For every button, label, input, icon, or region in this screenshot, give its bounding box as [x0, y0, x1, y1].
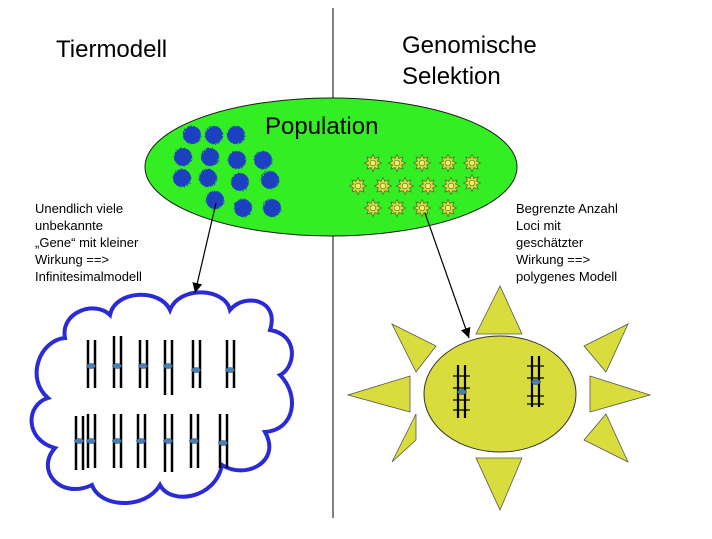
- chromosome-pair: [218, 414, 229, 468]
- sun-ray: [583, 323, 629, 373]
- locus-star: [363, 198, 383, 218]
- gene-marker: [163, 363, 173, 369]
- locus-star: [387, 198, 407, 218]
- chromosome-pair: [138, 340, 149, 388]
- locus-star-center: [393, 159, 401, 167]
- right-description: Begrenzte Anzahl Loci mit geschätzter Wi…: [516, 201, 618, 284]
- gene-blob: [183, 126, 201, 144]
- chromosome-pair: [86, 340, 97, 388]
- locus-star-center: [369, 204, 377, 212]
- sun-ray: [391, 413, 417, 463]
- gene-blob: [227, 126, 245, 144]
- locus-star-center: [424, 182, 432, 190]
- loci-stars-group: [348, 153, 482, 218]
- locus-star-center: [418, 159, 426, 167]
- locus-star-center: [418, 204, 426, 212]
- sun-ray: [475, 285, 523, 335]
- locus-star-center: [444, 159, 452, 167]
- sun-rays-group: [346, 285, 652, 511]
- gene-blob: [174, 148, 192, 166]
- locus-star-center: [468, 159, 476, 167]
- locus-star: [412, 153, 432, 173]
- locus-star: [395, 176, 415, 196]
- chromosome-pair: [112, 336, 123, 388]
- locus-star: [412, 198, 432, 218]
- gene-marker: [457, 389, 467, 395]
- chromosome-pair: [225, 340, 236, 388]
- chromosome-pair: [189, 414, 200, 468]
- arrow-to-cloud: [192, 202, 217, 294]
- gene-blob: [231, 173, 249, 191]
- locus-star-center: [447, 182, 455, 190]
- locus-star: [418, 176, 438, 196]
- chromosome-pair: [453, 365, 470, 418]
- chromosome-pair: [163, 414, 174, 472]
- locus-star: [462, 173, 482, 193]
- locus-star: [438, 153, 458, 173]
- locus-star-center: [468, 179, 476, 187]
- left-title: Tiermodell: [56, 36, 168, 63]
- gene-blob: [205, 126, 223, 144]
- locus-star: [363, 153, 383, 173]
- sun-chromosomes-group: [453, 356, 544, 418]
- locus-star-center: [379, 182, 387, 190]
- sun-ray: [391, 323, 437, 373]
- chromosome-pair: [191, 340, 202, 388]
- gene-marker: [86, 438, 96, 444]
- chromosome-pair: [74, 416, 85, 470]
- gene-blob: [199, 169, 217, 187]
- locus-star: [373, 176, 393, 196]
- chromosome-pair: [136, 414, 147, 468]
- locus-star-center: [369, 159, 377, 167]
- gene-blob: [201, 148, 219, 166]
- gene-marker: [136, 438, 146, 444]
- cloud-chromosomes-group: [74, 336, 236, 472]
- locus-star: [462, 153, 482, 173]
- gene-marker: [112, 438, 122, 444]
- chromosome-pair: [86, 414, 97, 468]
- sun-ray: [589, 375, 652, 413]
- locus-star: [387, 153, 407, 173]
- gene-marker: [189, 438, 199, 444]
- gene-blob: [234, 199, 252, 217]
- gene-blob: [263, 199, 281, 217]
- gene-blob: [206, 191, 224, 209]
- gene-blob: [228, 151, 246, 169]
- locus-star: [441, 176, 461, 196]
- gene-marker: [218, 440, 228, 446]
- sun-ray: [475, 457, 523, 511]
- gene-marker: [112, 363, 122, 369]
- locus-star-center: [401, 182, 409, 190]
- gene-marker: [531, 379, 541, 385]
- gene-marker: [74, 438, 84, 444]
- sun-body: [423, 335, 577, 453]
- unknown-genes-group: [173, 126, 281, 217]
- gene-marker: [191, 367, 201, 373]
- left-description: Unendlich viele unbekannte „Gene“ mit kl…: [35, 201, 142, 284]
- sun-ray: [346, 375, 411, 413]
- population-label: Population: [265, 113, 379, 140]
- right-title: Genomische Selektion: [402, 32, 537, 90]
- locus-star-center: [444, 204, 452, 212]
- sun-ray: [583, 413, 629, 463]
- gene-blob: [173, 169, 191, 187]
- gene-marker: [138, 363, 148, 369]
- gene-blob: [254, 151, 272, 169]
- gene-marker: [86, 363, 96, 369]
- locus-star: [348, 176, 368, 196]
- gene-marker: [225, 367, 235, 373]
- locus-star: [438, 198, 458, 218]
- locus-star-center: [354, 182, 362, 190]
- arrow-to-sun: [424, 212, 471, 339]
- cloud-shape: [29, 290, 294, 505]
- chromosome-pair: [527, 356, 544, 407]
- locus-star-center: [393, 204, 401, 212]
- gene-blob: [261, 171, 279, 189]
- gene-marker: [163, 438, 173, 444]
- chromosome-pair: [163, 340, 174, 395]
- chromosome-pair: [112, 414, 123, 468]
